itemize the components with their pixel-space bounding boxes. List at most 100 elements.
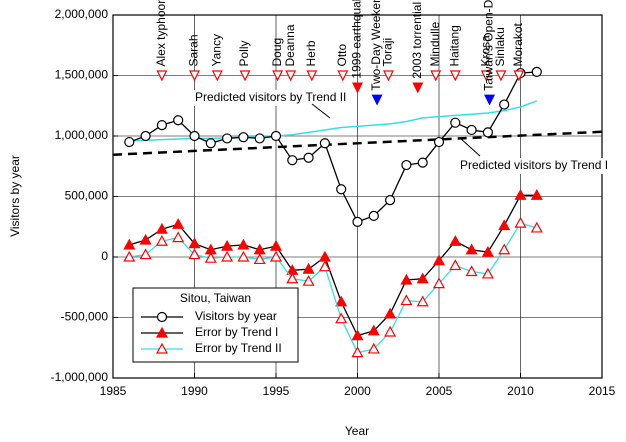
event-label: Doug	[270, 38, 284, 67]
marker	[432, 277, 446, 289]
marker	[270, 130, 282, 142]
event-marker	[211, 70, 223, 82]
event-label: 1999 earthquake	[350, 0, 364, 79]
annotation-arrow	[311, 103, 331, 119]
event-label: Herb	[304, 40, 318, 66]
marker	[416, 295, 429, 307]
marker	[335, 295, 348, 307]
marker	[188, 248, 201, 260]
annotation-arrow	[459, 137, 481, 157]
annotation: Predicted visitors by Trend I	[460, 158, 608, 172]
marker	[302, 274, 315, 286]
marker	[221, 250, 234, 262]
event-marker	[449, 70, 461, 82]
marker	[449, 259, 462, 271]
marker	[384, 307, 397, 319]
marker	[237, 250, 250, 262]
event-marker	[430, 70, 442, 82]
marker	[466, 124, 477, 136]
marker	[318, 260, 331, 272]
marker	[465, 243, 478, 255]
marker	[514, 216, 527, 228]
marker	[319, 138, 330, 149]
marker	[400, 294, 413, 306]
y-tick-label: 0	[101, 249, 108, 263]
event-label: Polly	[237, 40, 251, 66]
legend-label: Visitors by year	[195, 309, 277, 323]
event-marker	[371, 94, 383, 106]
event-label: Haitang	[447, 25, 461, 66]
event-label: Alex typhoon	[154, 0, 168, 67]
event-label: Sarah	[187, 34, 201, 66]
marker	[139, 233, 152, 245]
marker	[156, 120, 167, 131]
marker	[123, 238, 136, 250]
annotation: Predicted visitors by Trend II	[195, 90, 346, 104]
event-label: Morakot	[511, 22, 525, 66]
event-label: Two-Day Weekend	[369, 0, 383, 91]
marker	[205, 138, 216, 149]
marker	[351, 329, 364, 341]
marker	[416, 272, 429, 284]
marker	[481, 245, 494, 257]
event-marker	[189, 70, 200, 82]
marker	[189, 130, 200, 142]
legend-label: Error by Trend I	[195, 325, 278, 339]
event-marker	[484, 94, 496, 106]
marker	[367, 342, 380, 354]
marker	[498, 243, 511, 255]
trend-line	[112, 130, 603, 157]
marker	[302, 262, 315, 274]
marker	[482, 127, 493, 138]
event-marker	[306, 70, 318, 82]
annotation-bg	[193, 90, 339, 106]
event-marker	[513, 70, 525, 82]
event-marker	[156, 70, 168, 82]
event-label: Taiwan's Open-Door Policy	[482, 0, 496, 91]
marker	[286, 272, 299, 284]
y-tick-label: -500,000	[61, 310, 109, 324]
marker	[269, 239, 283, 251]
marker	[401, 159, 412, 171]
marker	[123, 250, 136, 262]
x-tick-label: 2010	[507, 384, 534, 398]
event-label: Mindulle	[428, 21, 442, 66]
marker	[140, 130, 151, 142]
x-tick-label: 1990	[181, 384, 208, 398]
marker	[481, 267, 494, 279]
event-marker	[495, 70, 507, 82]
marker	[155, 222, 168, 234]
marker	[172, 218, 185, 229]
event-marker	[272, 70, 284, 82]
marker	[498, 219, 511, 231]
event-label: Krosa	[478, 35, 492, 67]
event-marker	[352, 82, 363, 94]
marker	[530, 221, 543, 233]
event-marker	[285, 70, 297, 82]
y-tick-label: -1,000,000	[51, 370, 109, 384]
event-marker	[382, 70, 394, 82]
marker	[352, 216, 363, 228]
marker	[449, 235, 462, 246]
marker	[237, 238, 250, 250]
marker	[173, 115, 184, 126]
marker	[367, 324, 380, 336]
x-tick-label: 1995	[263, 384, 290, 398]
marker	[531, 66, 542, 77]
marker	[530, 189, 543, 200]
event-label: Toraji	[381, 38, 395, 67]
marker	[385, 195, 396, 206]
legend-label: Error by Trend II	[195, 341, 282, 355]
marker	[351, 346, 364, 358]
marker	[253, 253, 266, 265]
y-tick-label: 500,000	[65, 189, 109, 203]
marker	[336, 184, 347, 195]
legend-marker	[156, 311, 168, 323]
marker	[450, 117, 461, 128]
event-marker	[412, 82, 424, 94]
x-tick-label: 2005	[426, 384, 453, 398]
marker	[384, 325, 397, 337]
x-axis-label: Year	[345, 424, 369, 438]
marker	[188, 237, 201, 249]
event-label: Sinlaku	[493, 27, 507, 66]
